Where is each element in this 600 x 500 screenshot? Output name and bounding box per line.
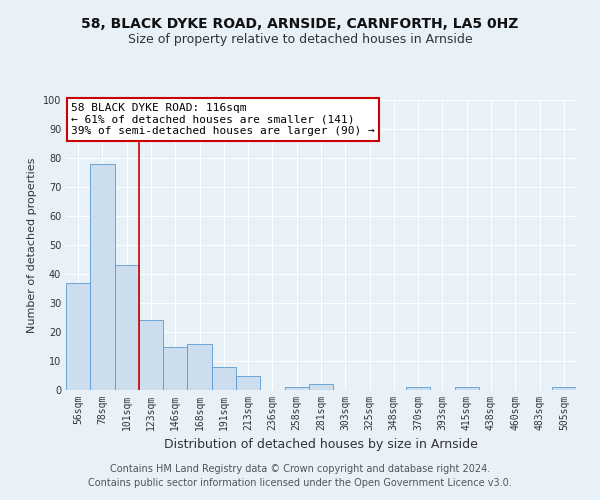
Y-axis label: Number of detached properties: Number of detached properties [27, 158, 37, 332]
Bar [236, 376, 260, 390]
Bar [66, 282, 90, 390]
Bar [284, 387, 309, 390]
Text: 58 BLACK DYKE ROAD: 116sqm
← 61% of detached houses are smaller (141)
39% of sem: 58 BLACK DYKE ROAD: 116sqm ← 61% of deta… [71, 103, 375, 136]
Text: Contains HM Land Registry data © Crown copyright and database right 2024.
Contai: Contains HM Land Registry data © Crown c… [88, 464, 512, 487]
Bar [163, 346, 187, 390]
Bar [139, 320, 163, 390]
Text: Size of property relative to detached houses in Arnside: Size of property relative to detached ho… [128, 32, 472, 46]
Bar [309, 384, 333, 390]
Bar [406, 387, 430, 390]
Bar [552, 387, 576, 390]
Bar [187, 344, 212, 390]
Bar [90, 164, 115, 390]
Bar [115, 266, 139, 390]
Text: 58, BLACK DYKE ROAD, ARNSIDE, CARNFORTH, LA5 0HZ: 58, BLACK DYKE ROAD, ARNSIDE, CARNFORTH,… [82, 18, 518, 32]
Bar [212, 367, 236, 390]
X-axis label: Distribution of detached houses by size in Arnside: Distribution of detached houses by size … [164, 438, 478, 452]
Bar [455, 387, 479, 390]
